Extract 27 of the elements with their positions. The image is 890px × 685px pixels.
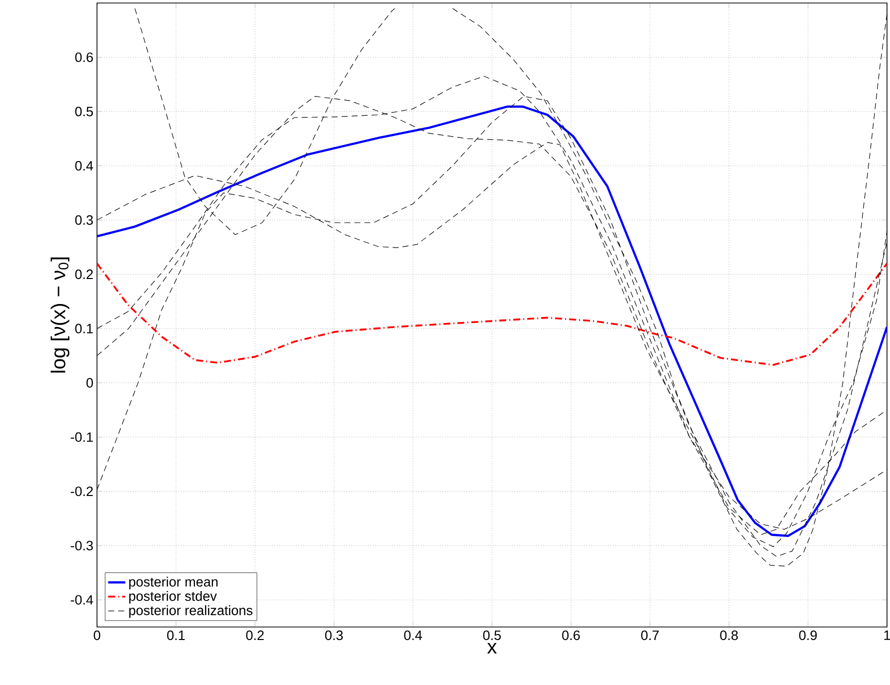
y-tick-label: 0.6	[75, 52, 93, 62]
y-tick-label: -0.2	[70, 486, 93, 496]
y-tick-label: -0.3	[70, 540, 93, 550]
y-tick-label: 0.2	[75, 270, 93, 280]
y-tick-label: 0.1	[75, 324, 93, 334]
x-tick-label: 0	[94, 630, 100, 640]
y-tick-label: 0.4	[75, 161, 94, 171]
x-tick-label: 0.9	[799, 630, 817, 640]
legend-label: posterior stdev	[129, 590, 217, 604]
legend-label: posterior realizations	[129, 605, 252, 618]
legend-label: posterior mean	[129, 576, 218, 590]
x-tick-label: 0.2	[246, 630, 264, 640]
x-tick-label: 0.8	[720, 630, 738, 640]
y-tick-label: 0.5	[75, 106, 93, 116]
x-tick-label: 0.4	[404, 630, 422, 640]
y-tick-label: -0.4	[70, 595, 94, 605]
y-tick-label: -0.1	[70, 432, 93, 442]
x-tick-label: 1	[884, 630, 890, 640]
x-tick-label: 0.1	[167, 630, 185, 640]
x-tick-label: 0.5	[483, 630, 501, 640]
y-tick-label: 0	[86, 378, 93, 388]
y-axis-title: log [ν(x) − ν$_{0}$]	[50, 258, 70, 373]
x-axis-title: x	[487, 642, 497, 654]
y-tick-label: 0.3	[75, 215, 93, 225]
x-tick-label: 0.6	[562, 630, 580, 640]
x-tick-label: 0.7	[641, 630, 659, 640]
x-tick-label: 0.3	[325, 630, 343, 640]
